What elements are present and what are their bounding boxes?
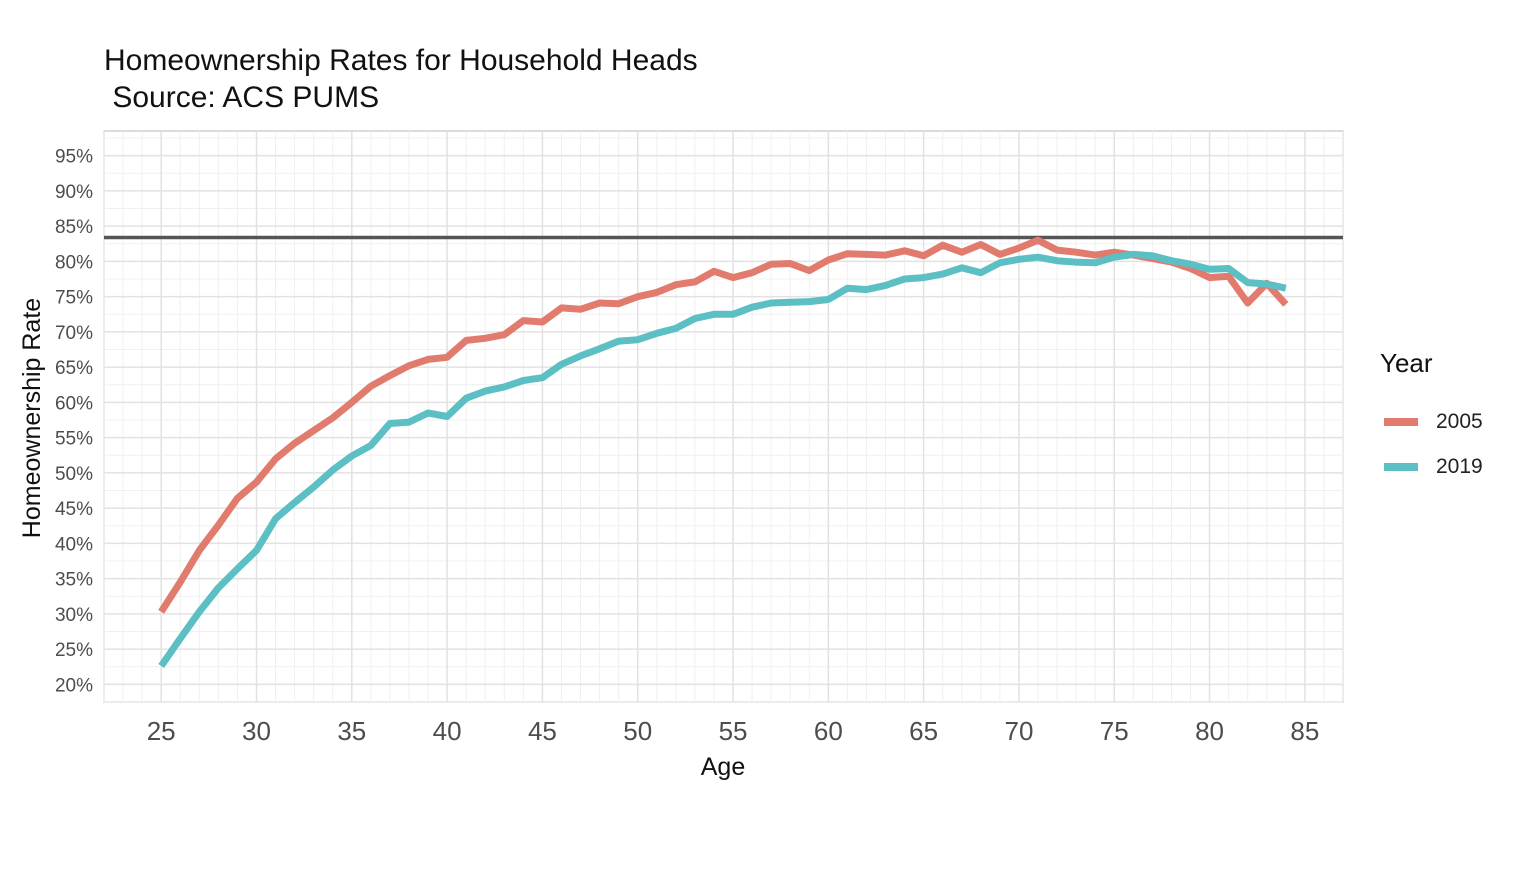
x-tick-label: 65 bbox=[909, 716, 938, 746]
legend-item-2019: 2019 bbox=[1380, 444, 1483, 489]
y-tick-label: 65% bbox=[55, 358, 93, 379]
legend-label-2005: 2005 bbox=[1436, 409, 1483, 433]
y-tick-label: 95% bbox=[55, 147, 93, 168]
y-axis-title: Homeownership Rate bbox=[18, 298, 46, 538]
x-tick-label: 50 bbox=[623, 716, 652, 746]
y-tick-label: 30% bbox=[55, 605, 93, 626]
x-tick-label: 30 bbox=[242, 716, 271, 746]
legend-swatch-2005 bbox=[1384, 417, 1418, 426]
x-tick-label: 25 bbox=[147, 716, 176, 746]
y-tick-label: 25% bbox=[55, 640, 93, 661]
axes: 25 30 35 40 45 50 55 60 65 70 75 80 85 20% 25% 30% 35% 40… bbox=[55, 147, 1319, 746]
legend: Year 2005 2019 bbox=[1380, 348, 1483, 489]
gridlines bbox=[103, 130, 1344, 703]
x-tick-label: 35 bbox=[337, 716, 366, 746]
series-lines bbox=[104, 235, 1343, 668]
plot-panel bbox=[103, 130, 1344, 703]
y-tick-label: 80% bbox=[55, 252, 93, 273]
y-tick-label: 40% bbox=[55, 534, 93, 555]
y-tick-label: 70% bbox=[55, 323, 93, 344]
x-tick-label: 55 bbox=[719, 716, 748, 746]
y-tick-label: 20% bbox=[55, 675, 93, 696]
x-tick-label: 80 bbox=[1195, 716, 1224, 746]
series-line-2019 bbox=[158, 250, 1287, 668]
y-tick-label: 35% bbox=[55, 570, 93, 591]
legend-title: Year bbox=[1380, 348, 1433, 378]
chart-subtitle: Source: ACS PUMS bbox=[104, 81, 380, 114]
x-tick-label: 85 bbox=[1290, 716, 1319, 746]
y-tick-label: 90% bbox=[55, 182, 93, 203]
series-line-2005 bbox=[158, 236, 1289, 614]
y-tick-label: 85% bbox=[55, 217, 93, 238]
x-tick-label: 75 bbox=[1100, 716, 1129, 746]
y-tick-label: 45% bbox=[55, 499, 93, 520]
y-tick-label: 50% bbox=[55, 464, 93, 485]
legend-swatch-2019 bbox=[1384, 462, 1418, 471]
x-axis-title: Age bbox=[701, 753, 745, 781]
y-tick-label: 55% bbox=[55, 429, 93, 450]
x-tick-label: 45 bbox=[528, 716, 557, 746]
x-tick-label: 40 bbox=[433, 716, 462, 746]
chart-title: Homeownership Rates for Household Heads bbox=[104, 44, 698, 77]
y-tick-label: 60% bbox=[55, 393, 93, 414]
x-tick-label: 60 bbox=[814, 716, 843, 746]
legend-label-2019: 2019 bbox=[1436, 454, 1483, 478]
chart-title-block: Homeownership Rates for Household Heads … bbox=[104, 42, 698, 116]
y-tick-label: 75% bbox=[55, 288, 93, 309]
legend-item-2005: 2005 bbox=[1380, 399, 1483, 444]
x-tick-label: 70 bbox=[1004, 716, 1033, 746]
